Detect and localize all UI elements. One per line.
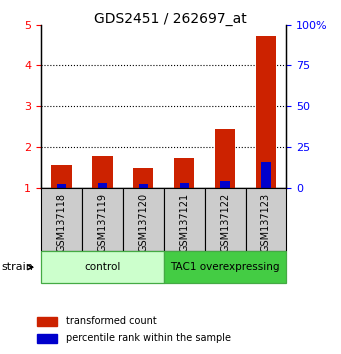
Text: GSM137123: GSM137123 <box>261 193 271 252</box>
Bar <box>256 36 276 188</box>
Text: percentile rank within the sample: percentile rank within the sample <box>66 333 231 343</box>
Text: GSM137120: GSM137120 <box>138 193 148 252</box>
Text: GDS2451 / 262697_at: GDS2451 / 262697_at <box>94 12 247 27</box>
Text: GSM137122: GSM137122 <box>220 193 230 252</box>
Bar <box>138 184 148 188</box>
Bar <box>37 317 57 326</box>
Text: transformed count: transformed count <box>66 316 157 326</box>
Text: TAC1 overexpressing: TAC1 overexpressing <box>170 262 280 272</box>
Bar <box>92 156 113 188</box>
FancyBboxPatch shape <box>41 188 82 251</box>
Bar <box>261 161 270 188</box>
FancyBboxPatch shape <box>164 188 205 251</box>
Text: GSM137118: GSM137118 <box>56 193 66 252</box>
FancyBboxPatch shape <box>82 188 123 251</box>
FancyBboxPatch shape <box>246 188 286 251</box>
Text: GSM137121: GSM137121 <box>179 193 189 252</box>
Text: strain: strain <box>2 262 33 272</box>
Bar <box>57 184 66 188</box>
FancyBboxPatch shape <box>205 188 246 251</box>
Bar <box>98 183 107 188</box>
FancyBboxPatch shape <box>123 188 164 251</box>
Bar <box>220 181 229 188</box>
Bar <box>51 165 72 188</box>
Bar <box>179 183 189 188</box>
Bar <box>133 168 153 188</box>
Bar <box>174 158 194 188</box>
Bar <box>215 129 235 188</box>
Text: control: control <box>84 262 120 272</box>
FancyBboxPatch shape <box>41 251 164 283</box>
FancyBboxPatch shape <box>164 251 286 283</box>
Bar <box>37 334 57 343</box>
Text: GSM137119: GSM137119 <box>97 193 107 252</box>
